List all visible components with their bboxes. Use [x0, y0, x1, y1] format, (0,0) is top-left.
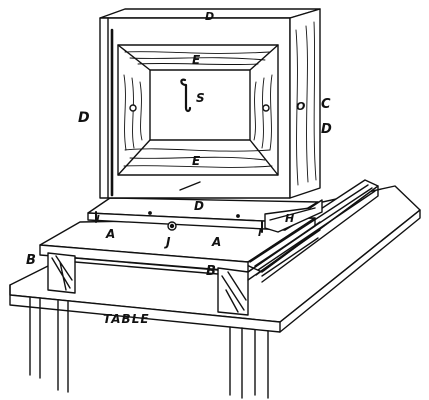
label-clamp-j: J: [164, 235, 171, 249]
label-pin-i-left: I: [96, 214, 100, 225]
label-base-a-left: A: [105, 227, 115, 241]
connector-rod: [179, 181, 201, 191]
support-legs: [47, 221, 321, 316]
spring-s: [180, 78, 192, 113]
label-leg-b-right: B: [206, 264, 216, 279]
cabinet: [99, 8, 321, 199]
label-spring-s: S: [196, 91, 205, 105]
label-block-h: H: [285, 212, 294, 225]
label-table: TABLE: [103, 312, 150, 326]
label-frame-top-e: E: [192, 53, 201, 67]
label-side-c: C: [321, 97, 331, 112]
label-base-a-right: A: [211, 235, 221, 249]
clamp-j: [167, 221, 177, 231]
frame-screw-right: [262, 104, 270, 112]
frame-screw-left: [129, 104, 137, 112]
label-side-o: O: [296, 100, 305, 113]
wood-grain: [123, 21, 317, 186]
label-leg-b-left: B: [26, 253, 36, 268]
pins: [95, 211, 263, 233]
block-h: [264, 199, 323, 233]
label-shelf-d: D: [194, 199, 204, 213]
label-left-d: D: [78, 110, 90, 126]
label-pin-i-right: I: [258, 228, 262, 239]
label-side-d: D: [321, 122, 332, 137]
label-frame-bottom-e: E: [192, 154, 201, 168]
label-top-d: D: [205, 10, 214, 23]
labels: D D E E S O C D D H A J A I I B B TABLE: [26, 10, 332, 326]
